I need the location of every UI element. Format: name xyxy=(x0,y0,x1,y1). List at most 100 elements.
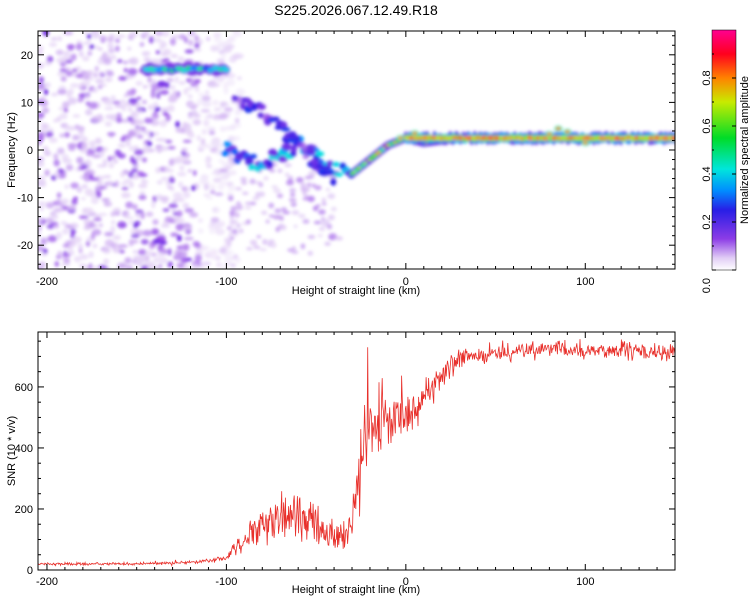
spectrogram-noise-cell xyxy=(201,128,208,135)
spectrogram-noise-cell xyxy=(210,217,220,223)
spectrogram-noise-cell xyxy=(277,168,283,174)
spectrogram-noise-cell xyxy=(152,257,162,263)
spectrogram-noise-cell xyxy=(78,50,84,58)
spectrogram-noise-cell xyxy=(57,250,63,257)
spectrogram-noise-cell xyxy=(271,185,278,189)
spectrogram-noise-cell xyxy=(302,197,309,201)
spectrogram-noise-cell xyxy=(169,38,177,46)
spectrogram-noise-cell xyxy=(110,220,116,225)
spectrogram-noise-cell xyxy=(219,247,227,254)
spectrogram-noise-cell xyxy=(57,71,66,77)
spectrogram-noise-cell xyxy=(142,229,153,237)
spectrogram-noise-cell xyxy=(203,119,210,127)
spectrogram-noise-cell xyxy=(172,90,178,95)
spectrogram-noise-cell xyxy=(155,138,164,142)
spectrogram-noise-cell xyxy=(122,60,128,65)
spectrogram-tone-cell xyxy=(678,136,682,140)
spectrogram-noise-cell xyxy=(72,114,81,118)
spectrogram-noise-cell xyxy=(103,146,109,152)
spectrogram-noise-cell xyxy=(88,251,94,259)
spectrogram-noise-cell xyxy=(174,76,179,84)
spectrogram-noise-cell xyxy=(63,51,71,56)
spectrogram-noise-cell xyxy=(324,241,331,246)
spectrogram-noise-cell xyxy=(157,248,168,254)
spectrogram-noise-cell xyxy=(89,44,95,50)
spectrogram-noise-cell xyxy=(135,155,144,161)
spectrogram-noise-cell xyxy=(93,217,102,222)
spectrogram-noise-cell xyxy=(215,148,223,156)
spectrogram-noise-cell xyxy=(212,177,222,183)
snr-ytick-label: 0 xyxy=(27,565,33,577)
spectrogram-noise-cell xyxy=(64,131,71,138)
spectrogram-noise-cell xyxy=(38,62,45,69)
spectrogram-noise-cell xyxy=(127,68,138,76)
spectrogram-noise-cell xyxy=(280,207,288,212)
spectrogram-noise-cell xyxy=(196,98,205,105)
spectrogram-noise-cell xyxy=(218,112,228,120)
spectrogram-noise-cell xyxy=(38,45,44,52)
spectrogram-noise-cell xyxy=(54,261,60,267)
spectrogram-noise-cell xyxy=(327,193,336,200)
spectrogram-noise-cell xyxy=(209,184,216,190)
spectrogram-noise-cell xyxy=(161,31,170,38)
colorbar-gradient xyxy=(712,30,736,270)
spectrogram-noise-cell xyxy=(106,36,114,43)
spectrogram-noise-cell xyxy=(38,263,42,269)
spectrogram-noise-cell xyxy=(205,196,214,200)
spectrogram-noise-cell xyxy=(168,159,175,167)
spectrogram-noise-cell xyxy=(245,219,251,225)
spectrogram-noise-cell xyxy=(53,207,63,213)
snr-xtick-label: -100 xyxy=(215,576,237,588)
spectrogram-noise-cell xyxy=(110,95,116,102)
spectrogram-noise-cell xyxy=(220,127,227,131)
spectrogram-noise-cell xyxy=(86,152,94,157)
spectrogram-noise-cell xyxy=(236,204,244,211)
spectrogram-noise-cell xyxy=(200,180,211,186)
spectrogram-noise-cell xyxy=(113,159,119,164)
spectrogram-noise-cell xyxy=(145,250,153,257)
spectrogram-noise-cell xyxy=(104,106,114,111)
spectrogram-noise-cell xyxy=(217,159,225,163)
spectrogram-chirp-cell xyxy=(315,163,323,170)
spectrogram-noise-cell xyxy=(45,217,54,224)
spectrogram-noise-cell xyxy=(110,211,115,217)
spectrogram-chirp-cell xyxy=(301,187,311,193)
spectrogram-noise-cell xyxy=(212,77,220,81)
spectrogram-chirp-cell xyxy=(330,177,337,186)
spectrogram-noise-cell xyxy=(38,112,45,119)
spectrogram-noise-cell xyxy=(159,120,167,128)
spectrogram-noise-cell xyxy=(44,169,50,177)
spectrogram-noise-cell xyxy=(273,188,281,194)
spectrogram-noise-cell xyxy=(81,141,89,150)
spectrogram-noise-cell xyxy=(95,78,105,84)
spectrogram-noise-cell xyxy=(89,220,95,228)
spectrogram-noise-cell xyxy=(62,228,70,235)
spectrogram-noise-cell xyxy=(291,209,300,216)
spectrogram-noise-cell xyxy=(151,79,157,84)
spectrogram-noise-cell xyxy=(105,114,116,120)
spectrogram-noise-cell xyxy=(94,65,99,72)
spectrogram-noise-cell xyxy=(168,203,178,209)
spectrogram-noise-cell xyxy=(72,68,78,73)
spectrogram-noise-cell xyxy=(185,129,194,136)
spectrogram-noise-cell xyxy=(284,172,290,177)
spectrogram-noise-cell xyxy=(268,202,275,209)
spectrogram-noise-cell xyxy=(140,212,145,220)
spectrogram-noise-cell xyxy=(82,55,90,62)
spectrogram-noise-cell xyxy=(193,48,202,52)
spectrogram-chirp-cell xyxy=(331,162,340,167)
spectrogram-noise-cell xyxy=(215,262,223,268)
spectrogram-noise-cell xyxy=(192,241,200,247)
spectrogram-noise-cell xyxy=(154,37,162,43)
spectrogram-noise-cell xyxy=(104,121,112,127)
spectrogram-noise-cell xyxy=(38,242,42,249)
spectrogram-noise-cell xyxy=(229,210,235,216)
spectrogram-noise-cell xyxy=(38,161,45,167)
spectrogram-noise-cell xyxy=(114,45,120,52)
spectrogram-ytick-label: 10 xyxy=(21,97,33,109)
spectrogram-noise-cell xyxy=(203,193,211,198)
spectrogram-noise-cell xyxy=(215,255,221,261)
spectrogram-noise-cell xyxy=(69,222,79,229)
spectrogram-noise-cell xyxy=(233,136,241,141)
spectrogram-noise-cell xyxy=(56,116,62,123)
